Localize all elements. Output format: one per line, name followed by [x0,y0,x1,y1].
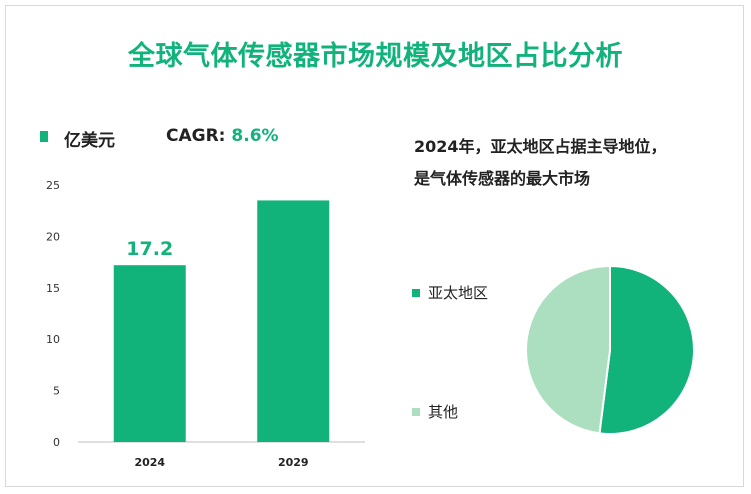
pie-legend-label-asia: 亚太地区 [428,284,489,302]
y-tick-label: 15 [46,282,60,295]
cagr-label: CAGR: [166,126,226,146]
y-tick-label: 20 [46,230,60,243]
chart-title: 全球气体传感器市场规模及地区占比分析 [128,41,623,72]
legend-swatch [40,131,48,142]
chart-frame [5,5,744,487]
y-tick-label: 0 [53,436,60,449]
pie-legend-asia: 亚太地区 [412,282,488,303]
y-tick-label: 5 [53,385,60,398]
pie-chart [525,264,695,435]
description-line-2: 是气体传感器的最大市场 [414,169,591,188]
bar-2029 [257,200,330,442]
pie-legend-other: 其他 [412,401,458,422]
bar-2024 [113,265,186,442]
pie-legend-swatch-other [412,407,420,416]
x-tick-label: 2029 [278,456,309,469]
bar-chart: 0 5 10 15 20 25 2024 17.2 2029 [46,179,365,469]
pie-legend-swatch-asia [412,288,420,297]
y-tick-label: 10 [46,333,60,346]
legend-unit: 亿美元 [64,131,115,151]
description: 2024年，亚太地区占据主导地位， 是气体传感器的最大市场 [414,131,734,195]
cagr-text: CAGR: 8.6% [166,126,279,146]
pie-legend-label-other: 其他 [428,403,459,421]
cagr-value: 8.6% [231,126,279,146]
data-label: 17.2 [126,238,173,260]
pie-slice-asia [598,264,695,435]
description-line-1: 2024年，亚太地区占据主导地位， [414,137,667,156]
pie-slice-other [525,264,611,435]
x-tick-label: 2024 [134,456,165,469]
y-tick-label: 25 [46,179,60,192]
